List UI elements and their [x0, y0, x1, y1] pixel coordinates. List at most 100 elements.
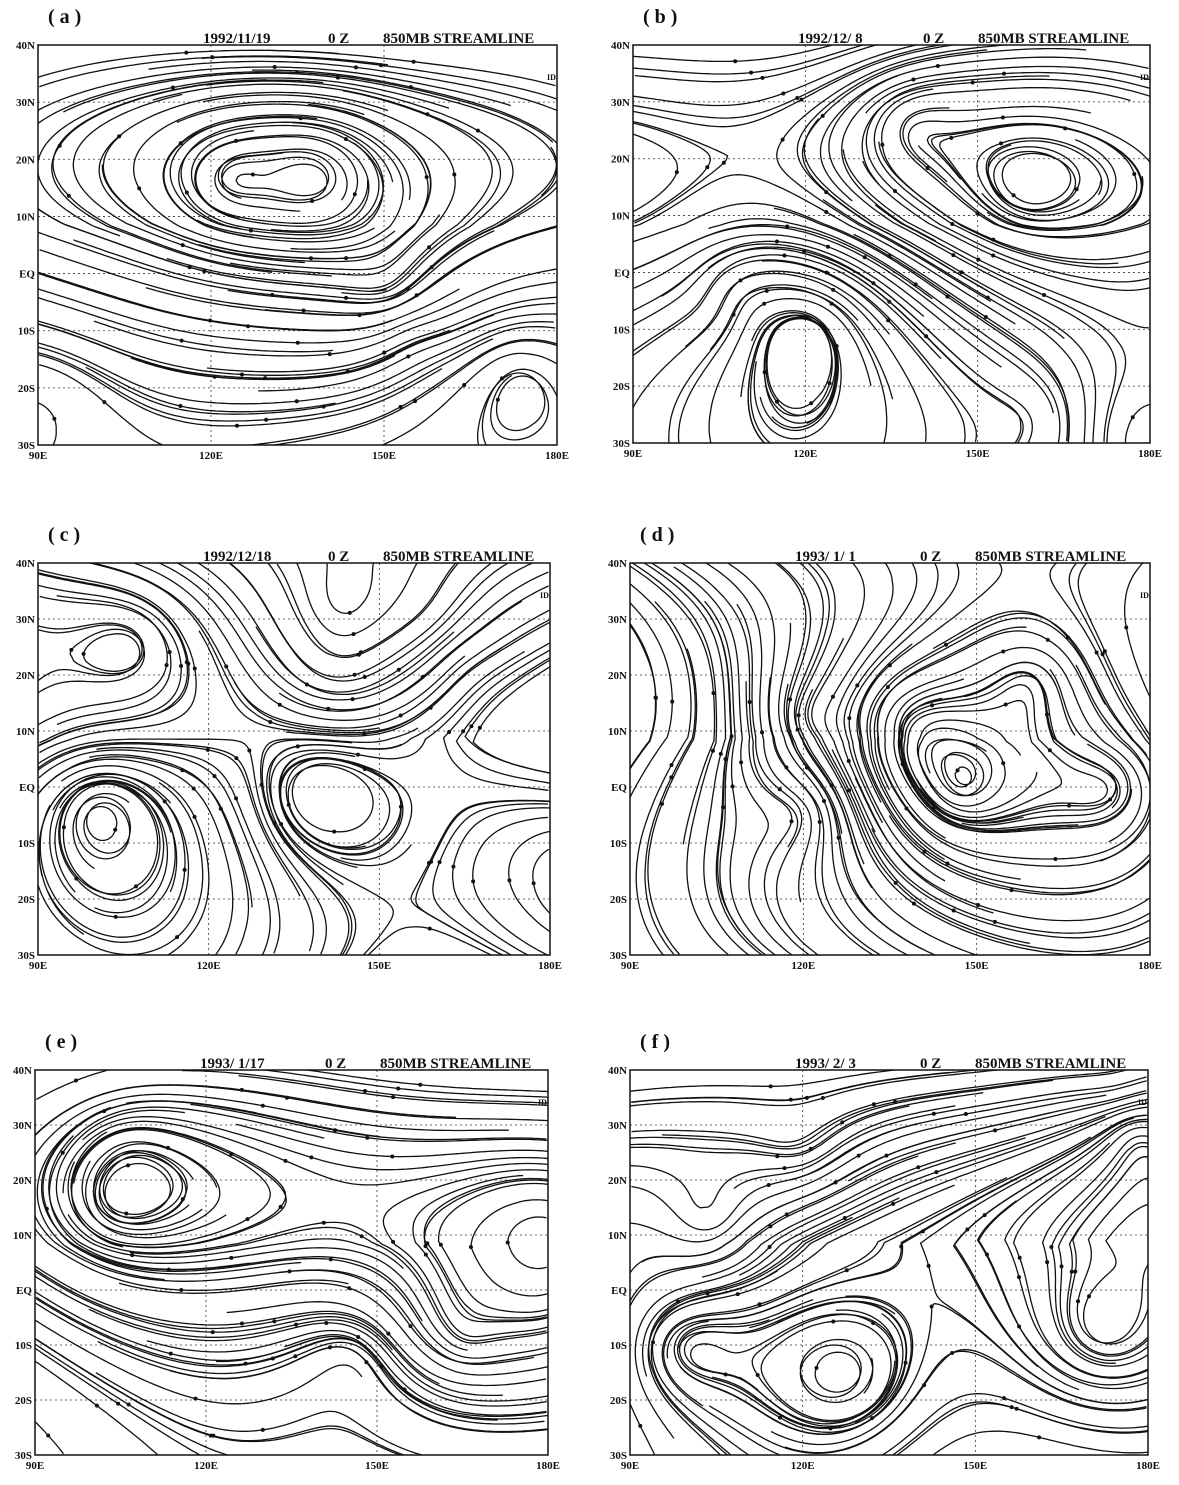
streamline	[266, 49, 556, 87]
panel-title: 850MB STREAMLINE	[380, 1056, 531, 1072]
lat-label: 10S	[610, 1340, 627, 1352]
arrow-dot	[911, 901, 916, 906]
arrow-dot	[916, 1165, 921, 1170]
streamline	[630, 623, 657, 771]
arrow-dot	[268, 719, 273, 724]
arrow-dot	[347, 1286, 352, 1291]
streamlines	[35, 1070, 548, 1455]
arrow-dot	[406, 354, 411, 359]
arrow-dot	[309, 1155, 314, 1160]
arrow-dot	[495, 397, 500, 402]
arrow-dot	[670, 699, 675, 704]
panel-frame	[632, 44, 1151, 444]
arrow-dot	[820, 113, 825, 118]
arrow-dot	[247, 748, 252, 753]
arrow-dot	[210, 1330, 215, 1335]
streamline	[325, 563, 375, 615]
arrow-dot	[711, 691, 716, 696]
panel-frame	[629, 562, 1151, 956]
arrow-dot	[321, 1220, 326, 1225]
arrow-dot	[922, 849, 927, 854]
arrow-dot	[235, 423, 240, 428]
arrow-dot	[364, 1360, 369, 1365]
arrow-dot	[193, 1396, 198, 1401]
lat-label: 30S	[18, 440, 35, 452]
arrow-dot	[705, 165, 710, 170]
map-panel: ( f ) 1993/ 2/ 3 0 Z 850MB STREAMLINE ID 40N 3…	[608, 1031, 1160, 1472]
lon-label: 120E	[793, 448, 817, 460]
streamline	[652, 1106, 1148, 1331]
arrow-dot	[809, 401, 814, 406]
lat-label: 20S	[18, 894, 35, 906]
streamline	[94, 1150, 194, 1220]
arrow-dot	[427, 926, 432, 931]
streamline	[634, 1137, 1026, 1439]
streamline	[848, 563, 960, 882]
streamline	[630, 1142, 956, 1303]
streamlines	[38, 49, 557, 445]
arrow-dot	[184, 50, 189, 55]
arrow-dot	[462, 383, 467, 388]
lat-label: 10N	[13, 1230, 32, 1242]
arrow-dot	[829, 301, 834, 306]
panel-date: 1992/11/19	[203, 31, 271, 47]
streamline	[52, 79, 332, 277]
streamline	[708, 218, 1061, 443]
lon-label: 120E	[197, 960, 221, 972]
arrow-dot	[1076, 1299, 1081, 1304]
streamline	[1077, 563, 1150, 737]
lat-label: 40N	[611, 40, 630, 52]
map-panel: ( d ) 1993/ 1/ 1 0 Z 850MB STREAMLINE ID 40N 3…	[608, 524, 1162, 972]
panel-frame	[34, 1069, 549, 1456]
arrow-dot	[1094, 650, 1099, 655]
lon-label: 90E	[621, 1460, 639, 1472]
streamline	[88, 1308, 547, 1407]
arrow-dot	[886, 318, 891, 323]
streamline	[182, 1070, 548, 1104]
streamline	[67, 1214, 547, 1342]
streamline	[39, 595, 172, 726]
streamline	[907, 115, 1150, 183]
arrow-dot	[264, 417, 269, 422]
arrow-dot	[272, 65, 277, 70]
streamline	[630, 1401, 656, 1455]
arrow-dot	[402, 1387, 407, 1392]
arrow-dot	[781, 91, 786, 96]
lat-label: 10S	[610, 838, 627, 850]
arrow-dot	[892, 188, 897, 193]
arrow-dot	[842, 1216, 847, 1221]
arrow-dot	[747, 699, 752, 704]
streamline	[38, 749, 271, 955]
streamline	[507, 1216, 547, 1270]
arrow-dot	[1067, 803, 1072, 808]
streamline	[633, 122, 712, 222]
streamline	[455, 656, 550, 784]
arrow-dot	[993, 1128, 998, 1133]
arrow-dot	[653, 695, 658, 700]
arrow-dot	[170, 85, 175, 90]
arrow-dot	[113, 827, 118, 832]
panel-time: 0 Z	[920, 1056, 941, 1072]
streamline	[157, 563, 523, 711]
lat-label: 30S	[610, 950, 627, 962]
arrow-dot	[234, 796, 239, 801]
arrow-dot	[248, 228, 253, 233]
arrow-dot	[1011, 193, 1016, 198]
arrow-dot	[327, 352, 332, 357]
corner-mark: ID	[1140, 73, 1149, 82]
lat-label: EQ	[19, 782, 35, 794]
arrow-dot	[328, 1257, 333, 1262]
arrow-dot	[260, 1427, 265, 1432]
streamline	[631, 1122, 920, 1231]
streamline	[228, 563, 493, 678]
lat-label: 30N	[16, 614, 35, 626]
arrow-dot	[184, 660, 189, 665]
arrow-dot	[359, 1234, 364, 1239]
streamline	[38, 297, 333, 353]
streamline	[630, 1105, 910, 1158]
arrow-dot	[284, 1095, 289, 1100]
arrow-dot	[1130, 415, 1135, 420]
arrow-dot	[344, 295, 349, 300]
arrow-dot	[390, 1154, 395, 1159]
arrow-dot	[804, 1095, 809, 1100]
